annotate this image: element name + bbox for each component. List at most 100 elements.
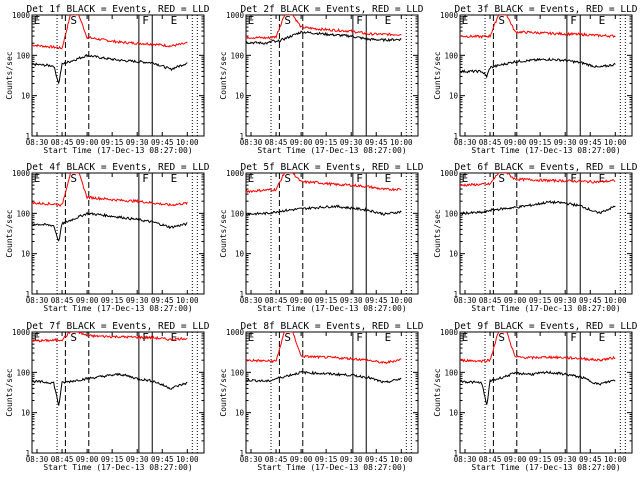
panel-title: Det 2f BLACK = Events, RED = LLD	[240, 4, 423, 15]
panel-title: Det 4f BLACK = Events, RED = LLD	[26, 162, 209, 173]
lld-series-line	[32, 332, 188, 343]
x-tick-label: 09:30	[340, 138, 363, 147]
events-series-line	[460, 370, 616, 405]
interval-marker-label: F	[570, 14, 577, 27]
x-tick-label: 09:15	[101, 296, 124, 305]
events-series-line	[32, 372, 188, 406]
x-tick-label: 08:45	[51, 296, 74, 305]
y-tick-label: 1000	[440, 328, 459, 337]
x-tick-label: 08:30	[454, 296, 477, 305]
interval-marker-label: E	[248, 331, 255, 344]
interval-marker-label: S	[284, 14, 291, 27]
y-tick-label: 1000	[12, 11, 31, 20]
x-tick-label: 09:45	[365, 296, 388, 305]
y-tick-label: 1	[25, 132, 30, 141]
detector-panel-9: Det 9f BLACK = Events, RED = LLD 1 10 100 10…	[433, 321, 638, 472]
lld-series-line	[32, 15, 188, 50]
panel-title: Det 6f BLACK = Events, RED = LLD	[454, 162, 637, 173]
y-tick-label: 1	[239, 449, 244, 458]
y-tick-label: 1000	[226, 328, 245, 337]
x-tick-label: 09:15	[101, 138, 124, 147]
interval-marker-label: E	[599, 331, 606, 344]
interval-marker-label: S	[498, 331, 505, 344]
detector-panel-6: Det 6f BLACK = Events, RED = LLD 1 10 100 10…	[433, 162, 638, 313]
x-tick-label: 08:45	[265, 455, 288, 464]
x-tick-label: 09:15	[529, 296, 552, 305]
y-tick-label: 100	[16, 209, 30, 218]
plot-frame	[31, 331, 205, 454]
panel-title: Det 1f BLACK = Events, RED = LLD	[26, 4, 209, 15]
x-tick-label: 09:00	[504, 138, 527, 147]
x-tick-label: 09:30	[554, 455, 577, 464]
x-tick-label: 09:45	[365, 138, 388, 147]
x-tick-label: 09:30	[126, 455, 149, 464]
events-series-line	[246, 204, 402, 216]
y-tick-label: 1000	[226, 11, 245, 20]
lld-series-line	[32, 173, 188, 207]
y-tick-label: 100	[230, 368, 244, 377]
detector-panel-3: Det 3f BLACK = Events, RED = LLD 1 10 100 10…	[433, 4, 638, 155]
interval-marker-label: E	[34, 14, 41, 27]
y-axis-label: Counts/sec	[219, 368, 228, 416]
x-tick-label: 08:30	[240, 455, 263, 464]
y-tick-label: 100	[230, 209, 244, 218]
interval-marker-label: F	[356, 331, 363, 344]
events-series-line	[246, 370, 402, 384]
interval-marker-label: S	[70, 331, 77, 344]
panel-title: Det 7f BLACK = Events, RED = LLD	[26, 321, 209, 332]
x-tick-label: 09:15	[315, 296, 338, 305]
interval-marker-label: E	[171, 14, 178, 27]
y-tick-label: 100	[16, 51, 30, 60]
panel-title: Det 5f BLACK = Events, RED = LLD	[240, 162, 423, 173]
events-series-line	[32, 54, 188, 85]
x-tick-label: 09:45	[365, 455, 388, 464]
x-tick-label: 10:00	[604, 296, 627, 305]
detector-panel-4: Det 4f BLACK = Events, RED = LLD 1 10 100 10…	[5, 162, 210, 313]
y-tick-label: 1	[239, 132, 244, 141]
y-tick-label: 1	[25, 290, 30, 299]
x-tick-label: 09:45	[151, 138, 174, 147]
x-tick-label: 08:30	[454, 138, 477, 147]
x-tick-label: 09:15	[529, 138, 552, 147]
x-tick-label: 10:00	[390, 455, 413, 464]
plot-frame	[31, 172, 205, 295]
x-tick-label: 09:45	[579, 138, 602, 147]
x-tick-label: 09:30	[554, 296, 577, 305]
x-tick-label: 09:00	[504, 455, 527, 464]
y-tick-label: 10	[449, 409, 459, 418]
interval-marker-label: F	[356, 14, 363, 27]
y-axis-label: Counts/sec	[5, 51, 14, 99]
lld-series-line	[460, 15, 616, 39]
interval-marker-label: S	[70, 172, 77, 185]
x-tick-label: 08:45	[265, 296, 288, 305]
events-series-line	[246, 30, 402, 45]
x-tick-label: 10:00	[176, 455, 199, 464]
x-tick-label: 09:00	[290, 296, 313, 305]
plot-frame	[245, 172, 419, 295]
y-tick-label: 100	[230, 51, 244, 60]
y-axis-label: Counts/sec	[219, 209, 228, 257]
y-tick-label: 10	[21, 409, 31, 418]
x-tick-label: 09:30	[126, 296, 149, 305]
x-axis-label: Start Time (17-Dec-13 08:27:00)	[43, 463, 192, 472]
interval-marker-label: F	[356, 172, 363, 185]
x-tick-label: 09:45	[151, 455, 174, 464]
y-tick-label: 1	[239, 290, 244, 299]
y-tick-label: 100	[444, 209, 458, 218]
x-tick-label: 09:15	[529, 455, 552, 464]
interval-marker-label: E	[385, 172, 392, 185]
y-tick-label: 1000	[226, 169, 245, 178]
y-tick-label: 1	[25, 449, 30, 458]
y-tick-label: 10	[449, 92, 459, 101]
x-tick-label: 10:00	[176, 138, 199, 147]
x-tick-label: 08:45	[265, 138, 288, 147]
x-tick-label: 08:30	[26, 296, 49, 305]
interval-marker-label: F	[142, 14, 149, 27]
interval-marker-label: S	[498, 172, 505, 185]
x-tick-label: 08:30	[240, 138, 263, 147]
y-tick-label: 100	[444, 368, 458, 377]
y-axis-label: Counts/sec	[5, 368, 14, 416]
plot-frame	[459, 14, 633, 137]
events-series-line	[460, 57, 616, 79]
